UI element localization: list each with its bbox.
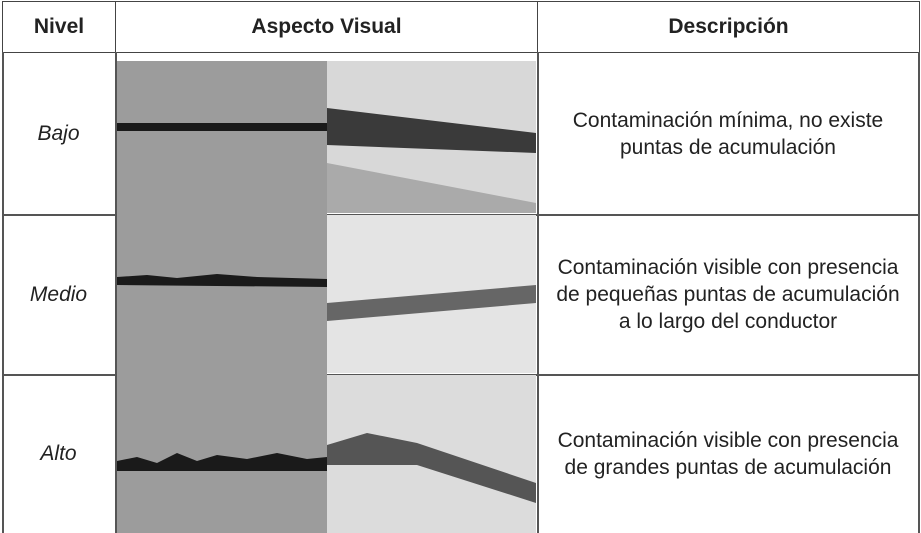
- conductor: [117, 123, 327, 131]
- sample-panel: [117, 61, 327, 533]
- description: Contaminación visible con presencia de g…: [557, 429, 899, 479]
- border: [115, 52, 117, 533]
- description: Contaminación mínima, no existe puntas d…: [572, 108, 884, 159]
- border: [2, 214, 919, 216]
- conductor-photo: [327, 433, 536, 503]
- ground: [327, 163, 536, 213]
- conductor-photo: [327, 285, 536, 321]
- conductor-photo: [327, 108, 536, 153]
- border: [2, 374, 919, 376]
- border: [918, 52, 920, 533]
- header-cell: Aspecto Visual: [115, 1, 538, 53]
- border: [537, 52, 539, 533]
- conductor: [117, 453, 327, 471]
- description: Contaminación visible con presencia de p…: [556, 256, 900, 333]
- header-cell: Nivel: [2, 1, 116, 53]
- header-cell: Descripción: [537, 1, 920, 53]
- border: [2, 52, 4, 533]
- level: Medio: [29, 282, 88, 306]
- conductor: [117, 274, 327, 287]
- level: Bajo: [37, 121, 80, 145]
- visual-images: [117, 61, 536, 533]
- level: Alto: [40, 442, 77, 465]
